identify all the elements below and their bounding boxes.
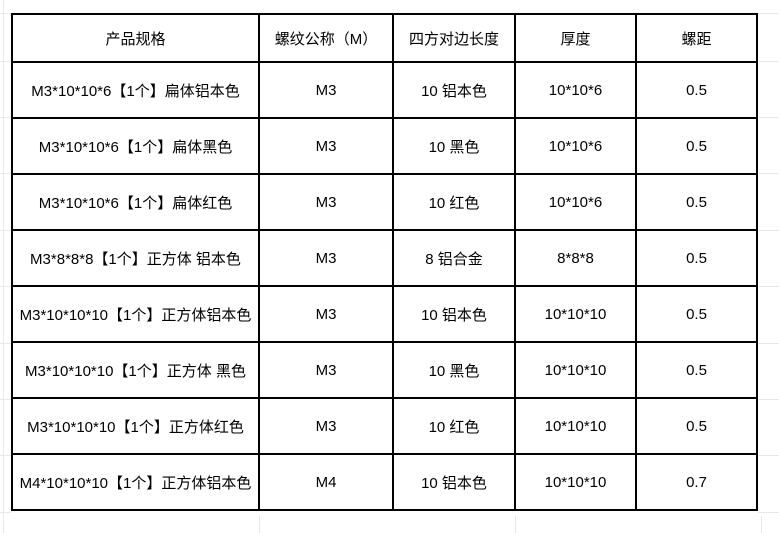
header-cell-thickness[interactable]: 厚度 [514,13,637,63]
cell-square[interactable]: 8 铝合金 [392,229,516,287]
header-cell-product-spec[interactable]: 产品规格 [11,13,260,63]
header-row: 产品规格 螺纹公称（M） 四方对边长度 厚度 螺距 [11,13,758,63]
gridline [758,230,779,231]
cell-thread[interactable]: M3 [258,397,394,455]
cell-product-spec[interactable]: M3*10*10*10【1个】正方体 黑色 [11,341,260,399]
header-cell-pitch[interactable]: 螺距 [635,13,758,63]
gridline [758,173,779,174]
cell-thread[interactable]: M3 [258,117,394,175]
cell-thickness[interactable]: 10*10*10 [514,453,637,511]
cell-thickness[interactable]: 10*10*10 [514,341,637,399]
gridline [0,61,11,62]
cell-pitch[interactable]: 0.7 [635,453,758,511]
gridline [758,13,779,14]
header-cell-square-length[interactable]: 四方对边长度 [392,13,516,63]
cell-thread[interactable]: M4 [258,453,394,511]
cell-square[interactable]: 10 黑色 [392,341,516,399]
gridline [758,512,779,513]
table-row: M3*10*10*6【1个】扁体黑色 M3 10 黑色 10*10*6 0.5 [11,117,758,175]
cell-pitch[interactable]: 0.5 [635,341,758,399]
cell-square[interactable]: 10 铝本色 [392,453,516,511]
table-row: M3*10*10*10【1个】正方体红色 M3 10 红色 10*10*10 0… [11,397,758,455]
cell-product-spec[interactable]: M3*10*10*6【1个】扁体红色 [11,173,260,231]
gridline [758,455,779,456]
spec-table: 产品规格 螺纹公称（M） 四方对边长度 厚度 螺距 M3*10*10*6【1个】… [11,13,758,511]
cell-square[interactable]: 10 红色 [392,173,516,231]
table-row: M4*10*10*10【1个】正方体铝本色 M4 10 铝本色 10*10*10… [11,453,758,511]
cell-pitch[interactable]: 0.5 [635,229,758,287]
cell-product-spec[interactable]: M4*10*10*10【1个】正方体铝本色 [11,453,260,511]
gridline [0,512,11,513]
cell-thread[interactable]: M3 [258,61,394,119]
cell-thread[interactable]: M3 [258,229,394,287]
cell-product-spec[interactable]: M3*8*8*8【1个】正方体 铝本色 [11,229,260,287]
cell-thickness[interactable]: 8*8*8 [514,229,637,287]
cell-thickness[interactable]: 10*10*10 [514,397,637,455]
cell-thickness[interactable]: 10*10*6 [514,61,637,119]
gridline [758,399,779,400]
cell-square[interactable]: 10 铝本色 [392,61,516,119]
cell-square[interactable]: 10 黑色 [392,117,516,175]
gridline [0,343,11,344]
cell-thickness[interactable]: 10*10*6 [514,117,637,175]
table-row: M3*10*10*6【1个】扁体红色 M3 10 红色 10*10*6 0.5 [11,173,758,231]
cell-thread[interactable]: M3 [258,173,394,231]
gridline [758,343,779,344]
gridline [0,173,11,174]
cell-pitch[interactable]: 0.5 [635,285,758,343]
gridline [0,399,11,400]
gridline [0,286,11,287]
cell-thread[interactable]: M3 [258,341,394,399]
cell-pitch[interactable]: 0.5 [635,61,758,119]
cell-thickness[interactable]: 10*10*6 [514,173,637,231]
table-row: M3*8*8*8【1个】正方体 铝本色 M3 8 铝合金 8*8*8 0.5 [11,229,758,287]
cell-pitch[interactable]: 0.5 [635,397,758,455]
gridline [758,117,779,118]
gridline [0,117,11,118]
cell-product-spec[interactable]: M3*10*10*10【1个】正方体铝本色 [11,285,260,343]
table-row: M3*10*10*10【1个】正方体 黑色 M3 10 黑色 10*10*10 … [11,341,758,399]
cell-pitch[interactable]: 0.5 [635,173,758,231]
gridline [0,13,11,14]
gridline [758,61,779,62]
gridline [515,516,516,533]
cell-pitch[interactable]: 0.5 [635,117,758,175]
gridline [3,0,4,533]
cell-product-spec[interactable]: M3*10*10*6【1个】扁体黑色 [11,117,260,175]
cell-thread[interactable]: M3 [258,285,394,343]
cell-square[interactable]: 10 红色 [392,397,516,455]
gridline [0,230,11,231]
gridline [0,455,11,456]
gridline [259,516,260,533]
gridline [761,516,762,533]
table-row: M3*10*10*10【1个】正方体铝本色 M3 10 铝本色 10*10*10… [11,285,758,343]
cell-square[interactable]: 10 铝本色 [392,285,516,343]
table-row: M3*10*10*6【1个】扁体铝本色 M3 10 铝本色 10*10*6 0.… [11,61,758,119]
gridline [758,286,779,287]
cell-product-spec[interactable]: M3*10*10*6【1个】扁体铝本色 [11,61,260,119]
cell-thickness[interactable]: 10*10*10 [514,285,637,343]
cell-product-spec[interactable]: M3*10*10*10【1个】正方体红色 [11,397,260,455]
header-cell-thread-nominal[interactable]: 螺纹公称（M） [258,13,394,63]
